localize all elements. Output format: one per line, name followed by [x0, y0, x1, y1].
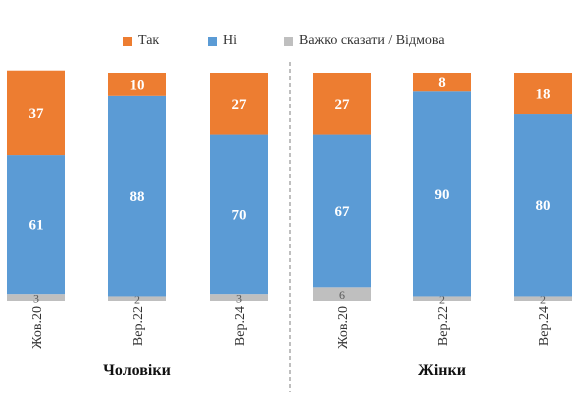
data-label-0-0-hard-to-say: 3 [33, 292, 39, 306]
data-label-1-0-ni: 67 [335, 204, 351, 220]
category-label-0-0: Жов.20 [30, 306, 45, 349]
category-label-1-0: Жов.20 [336, 306, 351, 349]
data-label-0-0-tak: 37 [29, 106, 45, 122]
bar-segment-1-1-hard-to-say [413, 296, 471, 301]
data-label-0-0-ni: 61 [29, 218, 44, 234]
legend-label-hard-to-say: Важко сказати / Відмова [299, 33, 445, 48]
group-label-women: Жінки [418, 362, 466, 379]
bar-segment-0-2-ni [210, 134, 268, 295]
legend-swatch-ni [208, 36, 217, 46]
legend-item-tak: Так [123, 31, 159, 51]
data-label-0-1-ni: 88 [130, 189, 145, 205]
data-label-0-2-hard-to-say: 3 [236, 292, 242, 306]
category-label-0-1: Вер.22 [131, 306, 146, 346]
bar-segment-0-0-ni [7, 155, 65, 295]
data-label-1-2-tak: 18 [536, 87, 551, 103]
bar-segment-1-2-tak [514, 73, 572, 115]
bar-segment-1-0-ni [313, 134, 371, 288]
chart-legend: Так Ні Важко сказати / Відмова [0, 31, 587, 51]
data-label-1-2-ni: 80 [536, 198, 551, 214]
data-label-1-0-tak: 27 [335, 97, 351, 113]
bar-segment-1-1-ni [413, 91, 471, 297]
legend-label-tak: Так [138, 33, 160, 48]
bar-segment-1-2-hard-to-say [514, 296, 572, 301]
legend-label-ni: Ні [223, 33, 237, 48]
data-label-0-2-ni: 70 [232, 207, 247, 223]
legend-item-hard-to-say: Важко сказати / Відмова [284, 31, 445, 51]
bar-segment-0-1-hard-to-say [108, 296, 166, 301]
data-label-0-2-tak: 27 [232, 97, 248, 113]
category-label-1-2: Вер.24 [537, 306, 552, 346]
data-label-1-2-hard-to-say: 2 [540, 293, 546, 307]
bar-segment-1-2-ni [514, 114, 572, 297]
bar-segment-0-1-ni [108, 95, 166, 297]
bar-segment-0-1-tak [108, 73, 166, 96]
legend-swatch-hard-to-say [284, 36, 293, 46]
bar-segment-1-0-tak [313, 73, 371, 135]
bar-segment-0-2-hard-to-say [210, 294, 268, 301]
legend-item-ni: Ні [208, 31, 237, 51]
data-label-0-1-hard-to-say: 2 [134, 293, 140, 307]
bar-segment-1-0-hard-to-say [313, 287, 371, 301]
data-label-1-1-tak: 8 [438, 75, 446, 91]
category-label-1-1: Вер.22 [436, 306, 451, 346]
data-label-0-1-tak: 10 [130, 77, 145, 93]
data-label-1-1-ni: 90 [435, 187, 450, 203]
category-label-0-2: Вер.24 [233, 306, 248, 346]
bar-segment-0-0-tak [7, 70, 65, 156]
bar-segment-0-2-tak [210, 73, 268, 135]
legend-swatch-tak [123, 36, 132, 46]
bar-segment-0-0-hard-to-say [7, 294, 65, 301]
data-label-1-0-hard-to-say: 6 [339, 288, 345, 302]
data-label-1-1-hard-to-say: 2 [439, 293, 445, 307]
bar-segment-1-1-tak [413, 73, 471, 92]
group-label-men: Чоловіки [103, 362, 171, 379]
